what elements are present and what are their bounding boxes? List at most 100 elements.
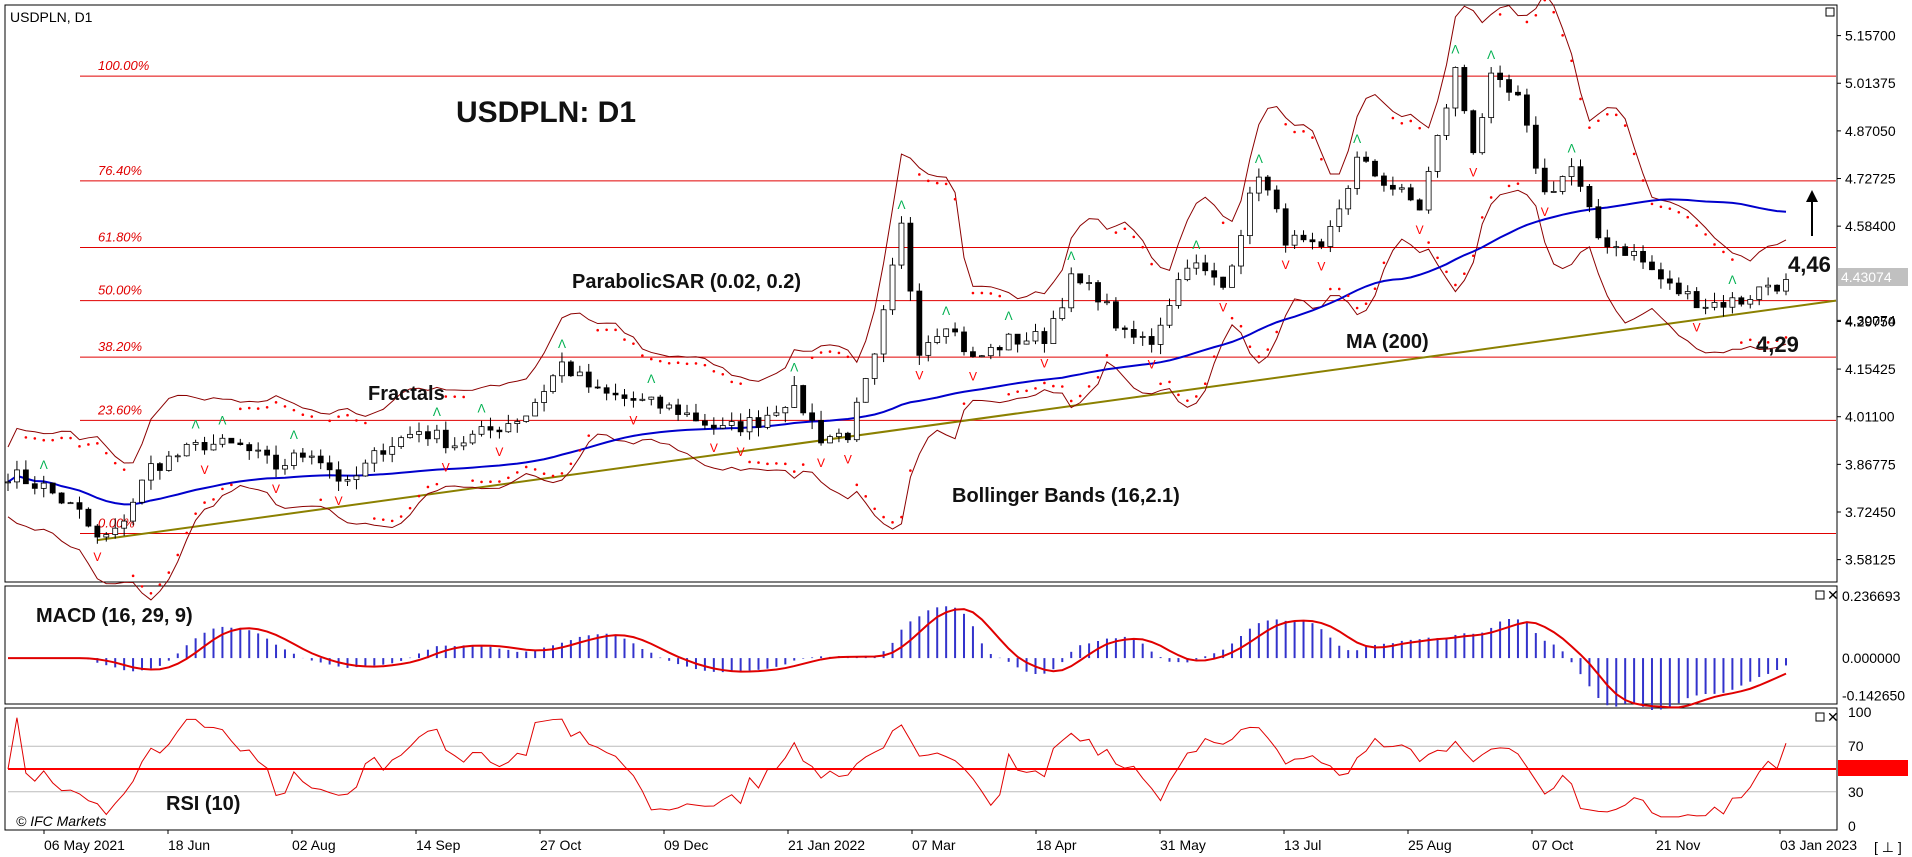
- candle-body: [1095, 282, 1101, 303]
- sar-dot: [122, 468, 126, 471]
- candle-body: [1658, 269, 1664, 280]
- candle-body: [1229, 265, 1235, 288]
- sar-dot: [578, 449, 582, 452]
- candle-body: [246, 444, 253, 452]
- sar-dot: [1195, 395, 1198, 398]
- price-tick-label: 4.87050: [1845, 123, 1896, 139]
- candle-body: [210, 443, 217, 451]
- candle-body: [219, 437, 226, 445]
- candle-body: [943, 328, 950, 337]
- sar-dot: [1489, 196, 1493, 199]
- candle-body: [719, 425, 726, 429]
- candle-body: [85, 508, 92, 527]
- scroll-hint[interactable]: [ ⊥ ]: [1874, 839, 1902, 855]
- sar-dot: [453, 395, 457, 398]
- sar-dot: [632, 342, 635, 345]
- sar-dot: [1436, 256, 1439, 260]
- fractal-up: Λ: [1451, 42, 1459, 56]
- candle-body: [1032, 331, 1039, 342]
- macd-pane-frame: [4, 585, 1838, 705]
- sar-dot: [1454, 283, 1457, 287]
- candle-body: [371, 450, 378, 464]
- sar-dot: [310, 415, 314, 418]
- sar-dot: [1177, 393, 1180, 397]
- candle-body: [1354, 156, 1361, 189]
- sar-dot: [739, 382, 742, 385]
- candle-body: [996, 347, 1003, 351]
- candle-body: [621, 394, 628, 399]
- candle-body: [1622, 246, 1629, 256]
- candle-body: [1372, 160, 1378, 177]
- sar-dot: [533, 468, 537, 471]
- macd-histogram: [8, 606, 1787, 711]
- fractal-up: Λ: [897, 198, 905, 212]
- candle-body: [1541, 167, 1548, 193]
- candle-body: [416, 431, 422, 435]
- sar-dot: [1525, 20, 1529, 24]
- sar-dot: [596, 328, 599, 332]
- sar-dot: [1561, 34, 1564, 37]
- candle-body: [567, 361, 574, 377]
- sar-dot: [819, 351, 823, 354]
- candle-body: [1381, 175, 1387, 186]
- sar-dot: [489, 480, 492, 483]
- candle-body: [255, 449, 262, 452]
- price-tick-label: 3.86775: [1845, 456, 1896, 472]
- candle-body: [1452, 67, 1459, 109]
- candle-body: [594, 386, 601, 389]
- candle-body: [1765, 284, 1772, 288]
- time-tick-label: 09 Dec: [664, 837, 708, 853]
- fractal-up: Λ: [192, 417, 200, 431]
- sar-dot: [1614, 113, 1618, 117]
- candle-body: [1184, 267, 1191, 281]
- candle-body: [1202, 262, 1209, 272]
- candle-body: [1747, 299, 1754, 305]
- sar-dot: [328, 419, 331, 423]
- time-tick-label: 18 Apr: [1036, 837, 1077, 853]
- sar-dot: [1293, 130, 1296, 134]
- fib-level-label: 100.00%: [98, 58, 149, 73]
- candle-body: [139, 479, 145, 503]
- candle-body: [836, 432, 842, 438]
- candle-body: [987, 347, 994, 357]
- sar-dot: [757, 461, 760, 464]
- sar-dot: [587, 434, 591, 437]
- candle-body: [925, 342, 932, 356]
- sar-dot: [1382, 261, 1386, 265]
- sar-dot: [364, 421, 367, 425]
- candle-body: [156, 463, 163, 471]
- sar-dot: [1668, 207, 1672, 210]
- rsi-tick-label: 30: [1848, 784, 1864, 800]
- target-price-label: 4,46: [1788, 252, 1831, 277]
- candle-body: [148, 463, 154, 481]
- candle-body: [273, 454, 279, 470]
- sar-dot: [1722, 250, 1725, 254]
- rsi-polyline: [7, 717, 1787, 818]
- time-tick-label: 25 Aug: [1408, 837, 1452, 853]
- candle-body: [1291, 234, 1298, 246]
- sar-dot: [230, 483, 233, 487]
- candle-body: [183, 443, 190, 457]
- sar-dot: [301, 413, 305, 416]
- candle-body: [818, 419, 824, 444]
- sar-dot: [1364, 302, 1368, 305]
- fib-level-label: 50.00%: [98, 283, 142, 298]
- sar-dot: [1588, 126, 1591, 129]
- fractal-down: V: [969, 370, 977, 384]
- fractal-up: Λ: [40, 458, 48, 472]
- candle-body: [1166, 305, 1173, 326]
- window-controls-icon[interactable]: ✕ ✕: [1815, 7, 1839, 725]
- candle-body: [478, 426, 485, 435]
- sar-dot: [1105, 353, 1109, 357]
- candle-body: [782, 407, 789, 414]
- candle-body: [58, 492, 65, 504]
- sar-dot: [1507, 184, 1511, 188]
- sar-dot: [1052, 384, 1055, 388]
- sar-dot: [864, 495, 868, 498]
- candle-body: [22, 469, 29, 485]
- candle-body: [5, 481, 11, 484]
- sar-dot: [1284, 122, 1287, 126]
- symbol-label: USDPLN, D1: [10, 9, 93, 25]
- candle-body: [335, 469, 342, 482]
